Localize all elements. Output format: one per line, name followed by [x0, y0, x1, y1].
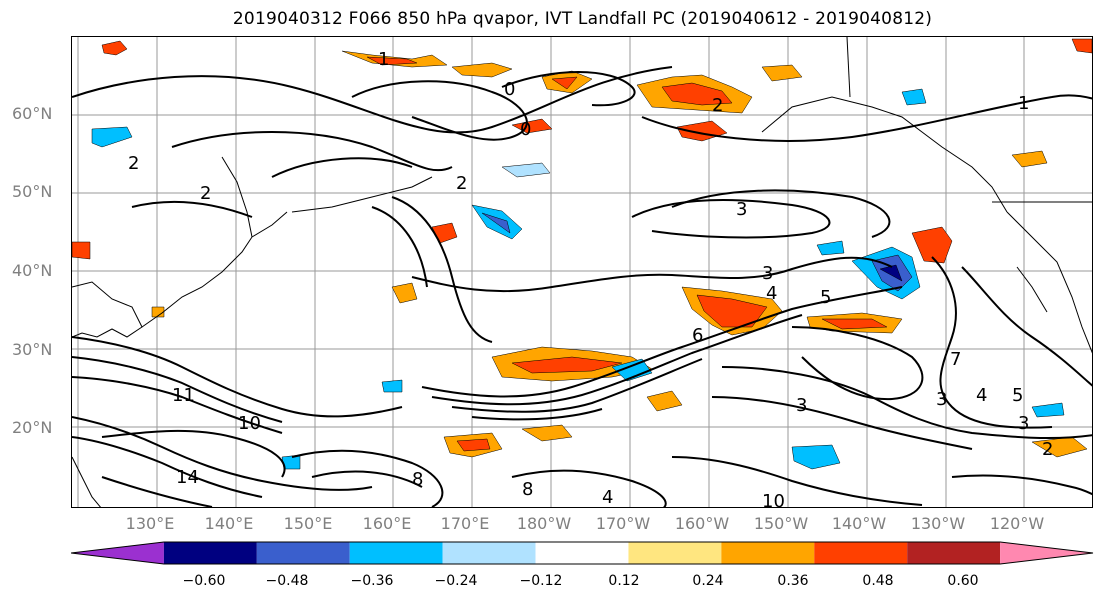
lat-label: 20°N — [12, 418, 53, 437]
colorbar-swatch — [71, 542, 164, 564]
contour-label: 3 — [796, 395, 807, 416]
contour-label: 10 — [762, 491, 785, 508]
contour-label: 8 — [412, 469, 423, 490]
colorbar-tick-label: 0.60 — [947, 573, 979, 589]
lon-label: 130°E — [125, 514, 175, 533]
colorbar-swatch — [349, 542, 443, 564]
lat-label: 30°N — [12, 340, 53, 359]
colorbar-swatch — [907, 542, 1001, 564]
contour-label: 0 — [520, 119, 531, 140]
lon-label: 120°W — [989, 514, 1045, 533]
colorbar-tick-label: −0.12 — [519, 573, 563, 589]
graticule — [72, 37, 1092, 507]
lon-label: 130°W — [910, 514, 966, 533]
lon-label: 150°E — [283, 514, 333, 533]
contour-label: 4 — [766, 283, 777, 304]
contour-label: 1 — [1018, 93, 1029, 114]
contour-label: 8 — [522, 479, 533, 500]
lon-label: 140°W — [831, 514, 887, 533]
lon-label: 160°E — [362, 514, 412, 533]
lon-label: 150°W — [753, 514, 809, 533]
colorbar-swatch — [442, 542, 536, 564]
map-plot: 1 0 0 2 2 3 1 2 2 3 4 5 6 7 10 11 14 8 4… — [72, 37, 1092, 508]
contour-label-group: 1 0 0 2 2 3 1 2 2 3 4 5 6 7 10 11 14 8 4… — [128, 49, 1053, 508]
colorbar-tick-label: 0.48 — [862, 573, 894, 589]
lon-label: 170°E — [440, 514, 490, 533]
lon-label: 160°W — [674, 514, 730, 533]
contour-label: 0 — [504, 79, 515, 100]
contour-label: 14 — [176, 467, 199, 488]
contour-label: 3 — [1018, 413, 1029, 434]
map-title: 2019040312 F066 850 hPa qvapor, IVT Land… — [232, 9, 933, 29]
colorbar-tick-label: −0.36 — [350, 573, 394, 589]
colorbar-tick-label: −0.48 — [265, 573, 309, 589]
contour-label: 3 — [762, 263, 773, 284]
contour-label: 4 — [602, 487, 613, 508]
colorbar-tick-label: 0.24 — [692, 573, 724, 589]
lon-label: 140°E — [204, 514, 254, 533]
ivt-contours — [72, 66, 1092, 507]
colorbar-tick-label: −0.24 — [434, 573, 478, 589]
colorbar-swatch — [814, 542, 908, 564]
colorbar-swatch — [628, 542, 722, 564]
negative-anomalies — [91, 88, 1065, 470]
contour-label: 6 — [692, 325, 703, 346]
colorbar-outline — [71, 541, 1094, 565]
contour-label: 2 — [200, 183, 211, 204]
lon-label: 170°W — [595, 514, 651, 533]
contour-label: 1 — [378, 49, 389, 70]
colorbar-swatches — [71, 541, 1094, 565]
lon-label: 180°W — [516, 514, 572, 533]
colorbar-swatch — [535, 542, 629, 564]
lat-label: 40°N — [12, 261, 53, 280]
colorbar-swatch — [721, 542, 815, 564]
contour-label: 7 — [950, 349, 961, 370]
contour-label: 2 — [712, 95, 723, 116]
contour-label: 11 — [172, 385, 195, 406]
contour-label: 5 — [1012, 385, 1023, 406]
colorbar-swatch — [163, 542, 257, 564]
colorbar-swatch — [256, 542, 350, 564]
contour-label: 4 — [976, 385, 987, 406]
contour-label: 2 — [456, 173, 467, 194]
colorbar-tick-label: −0.60 — [182, 573, 226, 589]
coastlines — [72, 37, 1092, 507]
contour-label: 10 — [238, 413, 261, 434]
lat-label: 50°N — [12, 182, 53, 201]
contour-label: 2 — [128, 153, 139, 174]
colorbar-tick-label: 0.12 — [608, 573, 640, 589]
contour-label: 5 — [820, 287, 831, 308]
contour-label: 2 — [1042, 439, 1053, 460]
lat-label: 60°N — [12, 104, 53, 123]
colorbar-swatch — [1000, 542, 1093, 564]
contour-label: 3 — [936, 389, 947, 410]
map-panel: 1 0 0 2 2 3 1 2 2 3 4 5 6 7 10 11 14 8 4… — [71, 36, 1093, 508]
contour-label: 3 — [736, 199, 747, 220]
colorbar — [71, 541, 1094, 565]
colorbar-tick-label: 0.36 — [777, 573, 809, 589]
